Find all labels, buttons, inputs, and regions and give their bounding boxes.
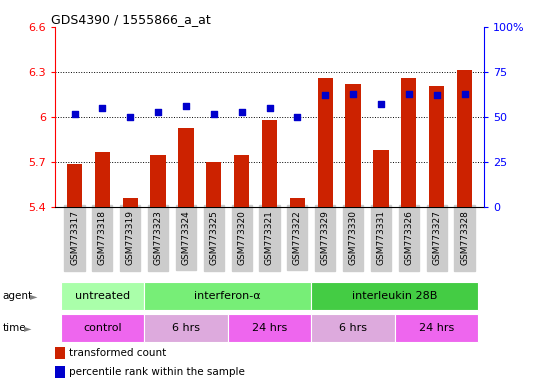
Bar bbox=[144, 282, 311, 310]
Bar bbox=[150, 155, 166, 207]
Point bbox=[210, 111, 218, 117]
Text: 24 hrs: 24 hrs bbox=[252, 323, 287, 333]
Bar bbox=[345, 84, 361, 207]
Point bbox=[126, 114, 135, 120]
Bar bbox=[317, 78, 333, 207]
Point bbox=[182, 103, 190, 109]
Bar bbox=[67, 164, 82, 207]
Point bbox=[404, 91, 413, 97]
Text: control: control bbox=[83, 323, 122, 333]
Bar bbox=[311, 282, 478, 310]
Text: time: time bbox=[3, 323, 26, 333]
Text: GDS4390 / 1555866_a_at: GDS4390 / 1555866_a_at bbox=[51, 13, 211, 26]
Bar bbox=[373, 150, 389, 207]
Bar bbox=[429, 86, 444, 207]
Bar bbox=[95, 152, 110, 207]
Text: 6 hrs: 6 hrs bbox=[172, 323, 200, 333]
Point bbox=[377, 101, 386, 108]
Text: 6 hrs: 6 hrs bbox=[339, 323, 367, 333]
Bar bbox=[234, 155, 249, 207]
Bar bbox=[144, 314, 228, 342]
Text: percentile rank within the sample: percentile rank within the sample bbox=[69, 366, 245, 377]
Bar bbox=[311, 314, 395, 342]
Bar bbox=[457, 71, 472, 207]
Point bbox=[460, 91, 469, 97]
Bar bbox=[55, 366, 65, 379]
Text: 24 hrs: 24 hrs bbox=[419, 323, 454, 333]
Point bbox=[321, 93, 329, 99]
Text: untreated: untreated bbox=[75, 291, 130, 301]
Bar bbox=[206, 162, 222, 207]
Point bbox=[70, 111, 79, 117]
Point bbox=[265, 105, 274, 111]
Point bbox=[349, 91, 358, 97]
Bar bbox=[178, 127, 194, 207]
Point bbox=[237, 109, 246, 115]
Point bbox=[432, 93, 441, 99]
Bar bbox=[60, 282, 144, 310]
Bar bbox=[262, 120, 277, 207]
Bar bbox=[60, 314, 144, 342]
Point bbox=[153, 109, 162, 115]
Bar bbox=[123, 198, 138, 207]
Bar bbox=[55, 347, 65, 359]
Point bbox=[98, 105, 107, 111]
Text: ►: ► bbox=[30, 291, 38, 301]
Bar bbox=[401, 78, 416, 207]
Text: transformed count: transformed count bbox=[69, 348, 166, 358]
Bar bbox=[395, 314, 478, 342]
Text: ►: ► bbox=[24, 323, 31, 333]
Text: interleukin 28B: interleukin 28B bbox=[352, 291, 438, 301]
Point bbox=[293, 114, 302, 120]
Bar bbox=[228, 314, 311, 342]
Bar bbox=[290, 198, 305, 207]
Text: interferon-α: interferon-α bbox=[194, 291, 261, 301]
Text: agent: agent bbox=[3, 291, 33, 301]
